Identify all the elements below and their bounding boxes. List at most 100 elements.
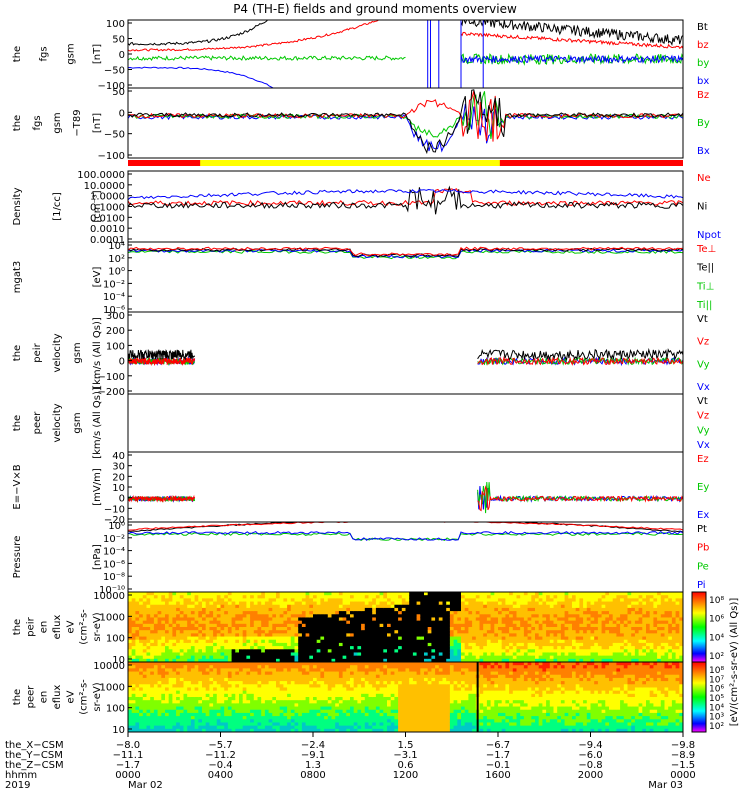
x-value: −0.8 bbox=[578, 760, 602, 771]
peir-spectrogram-ylabel: peir bbox=[25, 616, 36, 636]
fgs-dip-legend-2: Bx bbox=[697, 146, 710, 157]
fgs-dip-legend-0: Bz bbox=[697, 90, 709, 101]
peir-velocity-ylabel: [km/s (All Qs)] bbox=[92, 317, 103, 389]
panel-peir-spectrogram: 10000 1000 100 10 the peir en eflux eV (cm²-s-sr-… bbox=[12, 591, 724, 666]
peir-velocity-legend-3: Vx bbox=[697, 382, 710, 393]
density-ytick-label: 10.0000 bbox=[84, 181, 125, 192]
vel-trace-0-3 bbox=[128, 348, 196, 361]
peir-spectrogram-ylabel: (cm²-s- bbox=[79, 609, 90, 645]
fgs-dip-ylabel: [nT] bbox=[92, 113, 103, 133]
peir-velocity-ytick-label: 100 bbox=[106, 341, 125, 352]
peer-spectrogram-ytick-label: 1000 bbox=[100, 682, 125, 693]
peer-spectrogram-ylabel: eflux bbox=[52, 685, 63, 710]
x-value: −9.8 bbox=[671, 740, 695, 751]
x-value: 0000 bbox=[115, 770, 140, 781]
x-value: −6.0 bbox=[578, 750, 602, 761]
peer-spectrogram-ylabel: (cm²-s- bbox=[79, 679, 90, 715]
pressure-ytick-label: 10⁻² bbox=[103, 534, 125, 545]
panel-peir-velocity: 300 200 100 0 −100 −200 the peir velocity gsm [km/… bbox=[12, 311, 710, 398]
peer-velocity-legend-1: Vz bbox=[697, 411, 709, 422]
x-value: 1600 bbox=[485, 770, 510, 781]
pressure-ytick-label: 10⁻⁸ bbox=[103, 572, 125, 583]
fgs-ytick-label: −100 bbox=[98, 81, 125, 92]
panel-fgs-dip: 50 0 −50 −100 the fgs gsm −T89 [nT] Bz By Bx bbox=[12, 87, 710, 166]
x-value: 0000 bbox=[670, 770, 695, 781]
efield-legend-0: Ez bbox=[697, 454, 709, 465]
peer-spectrogram-colorbar-label: 10² bbox=[709, 722, 724, 732]
x-value: 1.5 bbox=[398, 740, 414, 751]
density-data bbox=[128, 185, 683, 215]
efield-legend-1: Ey bbox=[697, 482, 709, 493]
peer-velocity-ylabel: [km/s (All Qs)] bbox=[92, 387, 103, 459]
peer-velocity-ylabel: gsm bbox=[72, 412, 83, 433]
temp-trace-3 bbox=[128, 246, 683, 257]
region-bar-yellow bbox=[200, 160, 500, 166]
x-value: −5.7 bbox=[208, 740, 232, 751]
efield-data bbox=[128, 481, 683, 514]
vel-trace-1-3 bbox=[477, 347, 683, 361]
efield-ytick-label: 0 bbox=[119, 494, 125, 505]
temperature-ytick-label: 10⁻⁴ bbox=[103, 292, 125, 303]
efield-ylabel: [mV/m] bbox=[92, 468, 103, 506]
peir-spectrogram-ytick-label: 10000 bbox=[93, 591, 125, 602]
peir-velocity-ytick-label: 200 bbox=[106, 326, 125, 337]
efield-ytick-label: 30 bbox=[112, 462, 125, 473]
temperature-ytick-label: 10⁻² bbox=[103, 279, 125, 290]
peer-spectrogram-colorbar-label: 10⁶ bbox=[709, 685, 724, 695]
peer-spectrogram-ylabel: eV bbox=[65, 690, 76, 703]
temperature-ytick-label: 10⁻⁶ bbox=[103, 305, 125, 316]
pressure-ylabel: [nPa] bbox=[92, 544, 103, 570]
fgs-data bbox=[128, 20, 683, 88]
peir-velocity-ytick-label: −100 bbox=[98, 372, 125, 383]
fgs-dip-ylabel: −T89 bbox=[72, 109, 83, 136]
pressure-legend-2: Pe bbox=[697, 561, 709, 572]
x-value: −8.0 bbox=[116, 740, 140, 751]
peir-velocity-legend-1: Vz bbox=[697, 337, 709, 348]
dip-trace-3 bbox=[128, 89, 683, 155]
peir-spectrogram-ylabel: sr-eV) bbox=[92, 612, 103, 641]
density-ylabel: [1/cc] bbox=[52, 192, 63, 221]
peer-velocity-legend-3: Vx bbox=[697, 440, 710, 451]
fgs-dip-frame bbox=[127, 87, 684, 159]
vel-trace-0-2 bbox=[128, 356, 196, 367]
fgs-legend-3: bx bbox=[697, 76, 709, 87]
peir-velocity-frame bbox=[127, 311, 684, 395]
peer-spectrogram-ytick-label: 100 bbox=[106, 704, 125, 715]
vel-trace-1-2 bbox=[477, 356, 683, 366]
fgs-bx-trace-2 bbox=[460, 54, 683, 65]
peer-spectrogram-colorbar-label: 10⁷ bbox=[709, 675, 724, 685]
peer-spectrogram-ylabel: sr-eV) bbox=[92, 682, 103, 711]
x-value: 0.6 bbox=[398, 760, 414, 771]
efield-ytick-label: 10 bbox=[112, 483, 125, 494]
fgs-dip-ytick-label: −50 bbox=[104, 130, 125, 141]
x-axis-annotations: the_X−CSM −8.0 −5.7 −2.4 1.5 −6.7 −9.4 −9.8 the_… bbox=[5, 598, 740, 791]
x-value: −6.7 bbox=[486, 740, 510, 751]
x-row-label: hhmm bbox=[5, 770, 37, 781]
peir-spectrogram-ylabel: the bbox=[12, 619, 23, 635]
temperature-legend-0: Te⊥ bbox=[696, 244, 716, 255]
temperature-legend-2: Ti⊥ bbox=[696, 281, 714, 292]
x-value: −0.1 bbox=[486, 760, 510, 771]
temperature-ytick-label: 10² bbox=[108, 254, 125, 265]
peer-spectrogram-ylabel: en bbox=[39, 691, 50, 704]
dip-trace-0 bbox=[128, 103, 683, 153]
peir-spectrogram-colorbar bbox=[691, 591, 707, 663]
pressure-ylabel: Pressure bbox=[12, 536, 23, 579]
temperature-legend-1: Te|| bbox=[696, 263, 714, 274]
pressure-ytick-label: 10⁻⁴ bbox=[103, 547, 125, 558]
pressure-ytick-label: 10⁻¹⁰ bbox=[99, 585, 125, 596]
pressure-legend-0: Pt bbox=[697, 524, 707, 535]
x-row-label: 2019 bbox=[5, 780, 30, 791]
density-ytick-label: 0.0010 bbox=[90, 224, 125, 235]
x-value: 0800 bbox=[300, 770, 325, 781]
peir-velocity-ylabel: the bbox=[12, 345, 23, 361]
efield-ytick-label: −10 bbox=[104, 504, 125, 515]
x-value: −8.9 bbox=[671, 750, 695, 761]
fgs-by-trace bbox=[128, 55, 406, 62]
efield-ytick-label: 40 bbox=[112, 451, 125, 462]
panel-density: 100.000010.00001.00000.10000.01000.00100… bbox=[12, 170, 721, 246]
peir-spectrogram-colorbar-label: 10⁸ bbox=[709, 596, 724, 606]
x-value: 2000 bbox=[578, 770, 603, 781]
